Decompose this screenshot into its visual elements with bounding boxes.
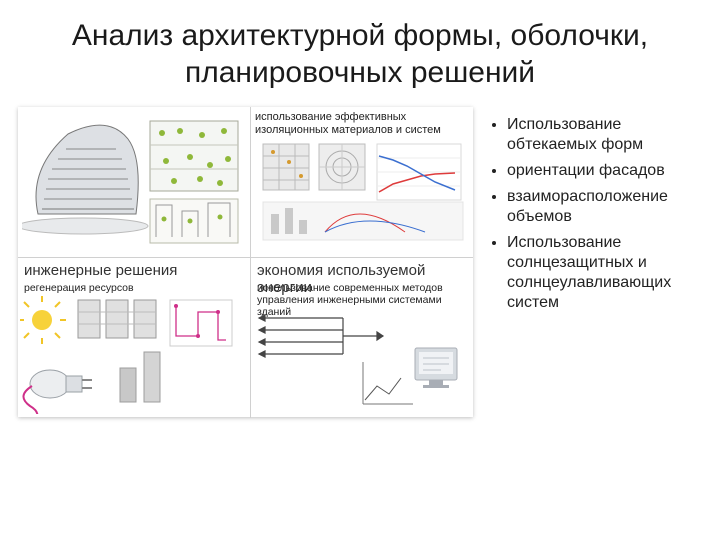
insulation-graphics — [255, 136, 467, 246]
subcap-regeneration: регенерация ресурсов — [24, 282, 134, 294]
building-icon — [22, 111, 247, 253]
bullet-item: ориентации фасадов — [507, 161, 702, 181]
control-graphics — [253, 312, 468, 412]
panel-bottom-right: экономия используемой энергии использова… — [251, 258, 473, 418]
content-row: использование эффективных изоляционных м… — [18, 107, 702, 530]
engineering-graphics — [20, 296, 245, 414]
bullet-item: Использование солнцезащитных и солнцеула… — [507, 233, 702, 313]
panel-bottom-left: инженерные решения регенерация ресурсов — [18, 258, 251, 418]
heading-engineering: инженерные решения — [24, 262, 177, 279]
bullet-item: взаиморасположение объемов — [507, 187, 702, 227]
slide: Анализ архитектурной формы, оболочки, пл… — [0, 0, 720, 540]
bullet-list: Использование обтекаемых форм ориентации… — [483, 107, 702, 530]
caption-insulation: использование эффективных изоляционных м… — [255, 111, 469, 136]
figure-composite: использование эффективных изоляционных м… — [18, 107, 473, 417]
bullet-item: Использование обтекаемых форм — [507, 115, 702, 155]
panel-top-left — [18, 107, 251, 257]
panel-top-right: использование эффективных изоляционных м… — [251, 107, 473, 257]
slide-title: Анализ архитектурной формы, оболочки, пл… — [18, 18, 702, 91]
